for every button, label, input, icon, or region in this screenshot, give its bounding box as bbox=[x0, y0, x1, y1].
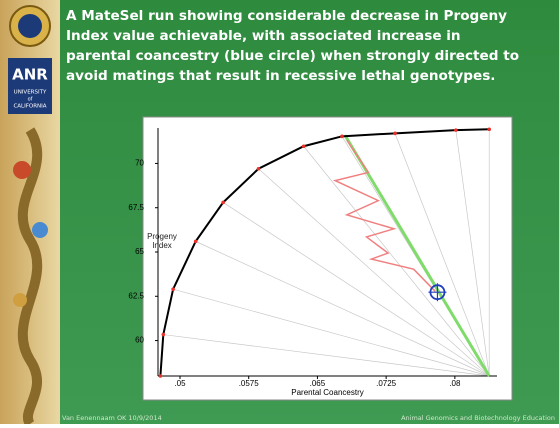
logo-text: UNIVERSITY bbox=[14, 90, 47, 96]
title-line: Index value achievable, with associated … bbox=[66, 26, 556, 46]
frontier-point bbox=[159, 374, 163, 378]
y-tick-label: 70 bbox=[135, 159, 144, 168]
x-axis-label: Parental Coancestry bbox=[291, 388, 363, 397]
frontier-point bbox=[171, 287, 175, 291]
y-tick-label: 60 bbox=[135, 336, 144, 345]
title-line: avoid matings that result in recessive l… bbox=[66, 66, 556, 86]
decoration bbox=[13, 161, 31, 179]
slide: ANR UNIVERSITY of CALIFORNIA Van Eenenna… bbox=[0, 0, 559, 424]
frontier-point bbox=[340, 135, 344, 139]
decoration bbox=[13, 293, 27, 307]
slide-title: A MateSel run showing considerable decre… bbox=[66, 6, 556, 86]
frontier-point bbox=[194, 240, 198, 244]
y-tick-label: 67.5 bbox=[128, 203, 144, 212]
decoration bbox=[32, 222, 48, 238]
x-tick-label: .065 bbox=[310, 379, 326, 388]
frontier-point bbox=[257, 167, 261, 171]
y-tick-label: 62.5 bbox=[128, 291, 144, 300]
frontier-point bbox=[162, 333, 166, 337]
footer-left: Van Eenennaam OK 10/9/2014 bbox=[62, 414, 162, 422]
y-axis-label: Progeny Index bbox=[146, 232, 178, 250]
logo-text: ANR bbox=[12, 66, 48, 84]
x-tick-label: .0575 bbox=[239, 379, 260, 388]
title-line: A MateSel run showing considerable decre… bbox=[66, 6, 556, 26]
frontier-point bbox=[454, 128, 458, 132]
frontier-point bbox=[221, 201, 225, 205]
x-tick-label: .05 bbox=[174, 379, 186, 388]
y-tick-label: 65 bbox=[135, 247, 144, 256]
seal-center bbox=[18, 14, 42, 38]
logo-text: of bbox=[28, 97, 33, 103]
chart-panel bbox=[143, 117, 512, 400]
frontier-point bbox=[393, 132, 397, 136]
logo-text: CALIFORNIA bbox=[13, 104, 46, 110]
frontier-point bbox=[302, 144, 306, 148]
footer-right: Animal Genomics and Biotechnology Educat… bbox=[401, 414, 555, 422]
x-tick-label: .0725 bbox=[376, 379, 397, 388]
x-tick-label: .08 bbox=[449, 379, 461, 388]
frontier-point bbox=[487, 127, 491, 131]
title-line: parental coancestry (blue circle) when s… bbox=[66, 46, 556, 66]
